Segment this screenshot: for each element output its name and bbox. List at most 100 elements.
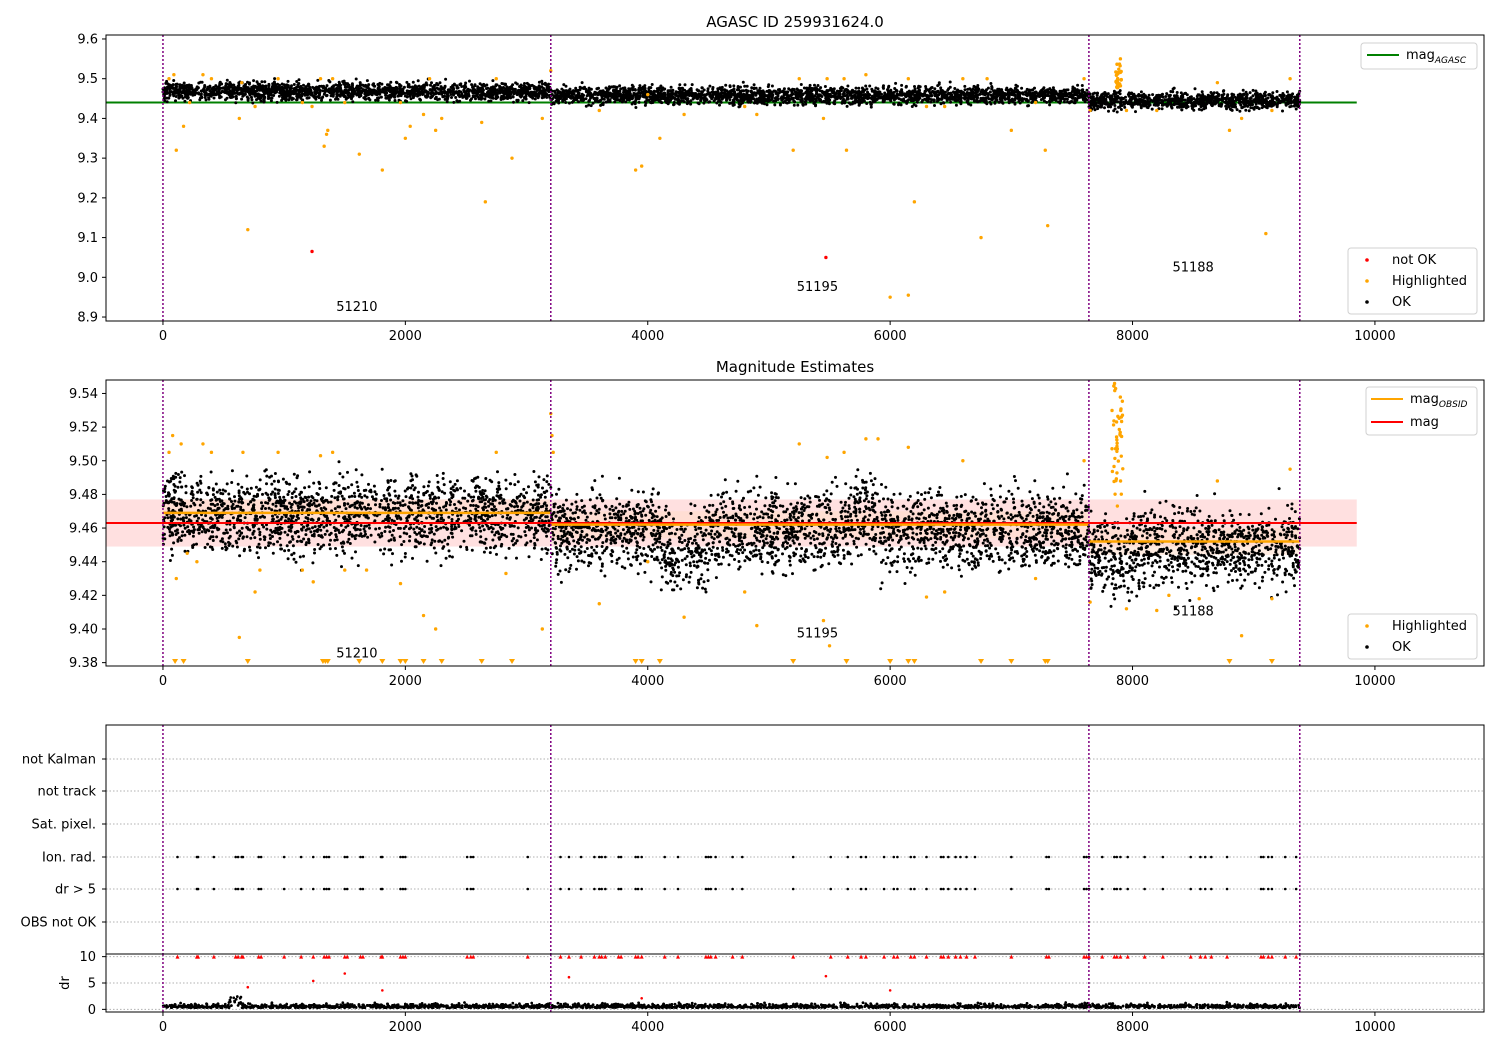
ok-point xyxy=(376,83,380,86)
ok-point xyxy=(933,104,936,107)
ok-point xyxy=(377,91,381,95)
ok-point xyxy=(1234,105,1238,109)
ok-point xyxy=(633,88,637,91)
ok-point xyxy=(300,88,304,92)
ok-point xyxy=(413,94,416,98)
ok-point xyxy=(338,88,342,92)
ok-point xyxy=(692,96,696,100)
ok-point xyxy=(200,80,204,84)
ok-point xyxy=(482,82,486,86)
ok-point xyxy=(356,91,360,95)
ok-point xyxy=(743,84,747,88)
ok-point xyxy=(540,82,544,86)
ok-point xyxy=(511,83,515,87)
ok-point xyxy=(512,92,516,96)
ok-point xyxy=(1210,103,1213,107)
ok-point xyxy=(757,91,761,95)
ok-point xyxy=(208,84,212,88)
ok-point xyxy=(280,90,284,94)
ok-point xyxy=(1244,90,1248,94)
ok-point xyxy=(972,84,976,88)
ok-point xyxy=(947,87,951,91)
ok-point xyxy=(532,87,536,91)
ok-point xyxy=(418,90,422,94)
ok-point xyxy=(523,82,526,85)
ok-point xyxy=(280,82,284,86)
ok-point xyxy=(702,101,706,105)
ok-point xyxy=(492,90,496,93)
ok-point xyxy=(660,93,663,97)
ok-point xyxy=(429,83,432,87)
ok-point xyxy=(995,98,998,102)
ok-point xyxy=(384,93,388,97)
ok-point xyxy=(1240,106,1244,110)
ok-point xyxy=(750,91,754,95)
ok-point xyxy=(642,92,646,96)
ok-point xyxy=(267,88,271,92)
ok-point xyxy=(794,96,798,100)
ok-point xyxy=(618,84,622,88)
ok-point xyxy=(443,89,446,93)
ok-point xyxy=(465,96,469,100)
ok-point xyxy=(342,90,346,94)
ok-point xyxy=(1229,108,1233,112)
ok-point xyxy=(662,91,666,95)
ok-point xyxy=(489,86,493,90)
ok-point xyxy=(508,94,512,98)
ok-point xyxy=(528,94,532,98)
ok-point xyxy=(711,86,715,89)
ok-point xyxy=(505,95,508,99)
ok-point xyxy=(720,85,724,89)
ok-point xyxy=(840,101,844,105)
ok-point xyxy=(247,82,251,86)
ok-point xyxy=(323,90,327,94)
ok-point xyxy=(211,89,215,93)
ok-point xyxy=(1214,97,1218,101)
ok-point xyxy=(746,89,750,93)
ok-point xyxy=(468,79,471,83)
ok-point xyxy=(544,91,548,95)
ok-point xyxy=(735,98,739,102)
ok-point xyxy=(736,85,740,88)
ok-point xyxy=(337,93,341,97)
ok-point xyxy=(876,96,880,100)
ok-point xyxy=(1249,96,1253,100)
ok-point xyxy=(770,84,774,88)
ok-point xyxy=(1075,93,1079,97)
ok-point xyxy=(462,88,466,92)
ok-point xyxy=(311,85,315,89)
ok-point xyxy=(470,83,474,87)
ok-point xyxy=(212,96,216,100)
ok-point xyxy=(948,95,952,99)
ok-point xyxy=(699,98,703,101)
ok-point xyxy=(992,92,996,96)
ok-point xyxy=(1085,88,1089,92)
ok-point xyxy=(1273,100,1276,104)
ok-point xyxy=(613,91,617,95)
ok-point xyxy=(562,95,566,99)
ok-point xyxy=(172,79,176,82)
ok-point xyxy=(807,93,811,97)
ok-point xyxy=(853,90,857,93)
ok-point xyxy=(567,89,571,93)
ok-point xyxy=(498,85,502,89)
ok-point xyxy=(854,86,858,90)
ok-point xyxy=(380,90,384,94)
ok-point xyxy=(1062,100,1066,104)
ok-point xyxy=(262,97,266,101)
ok-point xyxy=(292,83,296,86)
ok-point xyxy=(732,84,736,88)
ok-point xyxy=(262,100,266,104)
ok-point xyxy=(929,86,933,90)
ok-point xyxy=(1020,97,1024,100)
ok-point xyxy=(935,90,939,94)
ok-point xyxy=(882,94,886,98)
ok-point xyxy=(652,90,656,94)
ok-point xyxy=(924,87,928,91)
ok-point xyxy=(523,95,526,99)
ok-point xyxy=(489,99,493,103)
ok-point xyxy=(710,97,714,101)
ok-point xyxy=(627,89,631,93)
ok-point xyxy=(546,87,550,91)
